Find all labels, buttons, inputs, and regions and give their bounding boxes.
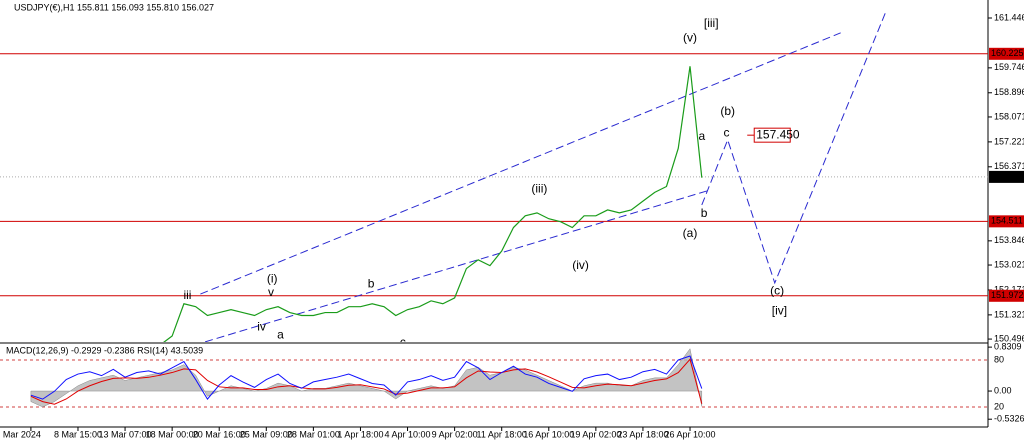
x-tick-label: 28 Mar 01:00 (287, 429, 340, 439)
tag-label: 157.450 (756, 127, 800, 141)
indicator-title: MACD(12,26,9) -0.2929 -0.2386 RSI(14) 43… (6, 345, 203, 355)
current-price-box (989, 170, 1024, 183)
x-tick-label: 9 Apr 02:00 (432, 429, 478, 439)
y-tick-label: 158.071 (994, 111, 1024, 121)
x-tick-label: 5 Mar 2024 (0, 429, 41, 439)
wave-label: (iv) (572, 258, 589, 272)
wave-label: iii (183, 288, 191, 302)
trendline (701, 9, 888, 285)
y-tick-label: 158.896 (994, 87, 1024, 97)
trendline (200, 32, 841, 295)
x-tick-label: 13 Mar 07:00 (99, 429, 152, 439)
x-tick-label: 20 Mar 16:00 (193, 429, 246, 439)
signal-line (30, 358, 703, 405)
axes: 161.446 159.746 158.896 158.071 157.221 156.3… (0, 12, 1024, 439)
wave-label: (c) (770, 283, 784, 297)
y-tick-label: 161.446 (994, 12, 1024, 22)
y-tick-label: 153.846 (994, 235, 1024, 245)
x-tick-label: 1 Apr 18:00 (337, 429, 383, 439)
level-label: 154.511 (991, 216, 1023, 226)
wave-label: a (277, 327, 284, 341)
y-tick-label: 150.496 (994, 333, 1024, 343)
x-tick-label: 16 Apr 10:00 (523, 429, 574, 439)
wave-label: c (400, 335, 406, 349)
y-tick-label: 153.021 (994, 259, 1024, 269)
chart-title: USDJPY(€),H1 155.811 156.093 155.810 156… (14, 2, 214, 12)
rsi-line (30, 355, 703, 400)
y-tick-label: 0.8309 (994, 341, 1022, 351)
wave-label: b (701, 206, 708, 220)
x-tick-label: 18 Mar 00:00 (146, 429, 199, 439)
wave-label: v (268, 285, 274, 299)
y-tick-label: 0.00 (994, 385, 1012, 395)
x-tick-label: 11 Apr 18:00 (477, 429, 527, 439)
tag-box (753, 127, 791, 143)
wave-label: (iii) (531, 181, 547, 195)
x-tick-label: 26 Apr 10:00 (664, 429, 715, 439)
y-tick-label: -0.5326 (994, 414, 1024, 424)
wave-label: [iii] (704, 16, 719, 30)
wave-label: b (368, 276, 375, 290)
y-tick-label: 157.221 (994, 136, 1024, 146)
level-label: 160.225 (991, 48, 1024, 58)
wave-label: a (698, 129, 705, 143)
price-line (163, 66, 703, 342)
y-tick-label: 151.321 (994, 309, 1024, 319)
x-tick-label: 4 Apr 10:00 (385, 429, 431, 439)
current-price-label: 156.027 (991, 171, 1024, 181)
y-tick-label: 159.746 (994, 62, 1024, 72)
x-tick-label: 8 Mar 15:00 (54, 429, 102, 439)
level-label-box (989, 47, 1024, 60)
y2-tick-label: 20 (994, 401, 1004, 411)
x-tick-label: 25 Mar 09:00 (240, 429, 293, 439)
wave-label: iv (257, 319, 266, 333)
wave-label: (a) (683, 226, 698, 240)
level-label-box (989, 215, 1024, 228)
x-tick-label: 19 Apr 02:00 (570, 429, 621, 439)
price-panel: [iii](v)(b)a cb(a)(iii)(iv)(c)[iv](i)viii… (0, 9, 988, 349)
wave-label: (v) (683, 30, 697, 44)
y-tick-label: 156.371 (994, 161, 1024, 171)
level-label-box (989, 289, 1024, 302)
trendline (204, 189, 711, 342)
wave-label: c (724, 125, 730, 139)
macd-area (30, 348, 703, 408)
y-tick-label: 152.171 (994, 284, 1024, 294)
y2-tick-label: 80 (994, 354, 1004, 364)
x-tick-label: 23 Apr 18:00 (617, 429, 668, 439)
level-label: 151.972 (991, 290, 1024, 300)
wave-label: [iv] (772, 303, 787, 317)
indicator-panel (0, 348, 988, 408)
wave-label: (b) (720, 104, 735, 118)
wave-label: (i) (267, 271, 278, 285)
